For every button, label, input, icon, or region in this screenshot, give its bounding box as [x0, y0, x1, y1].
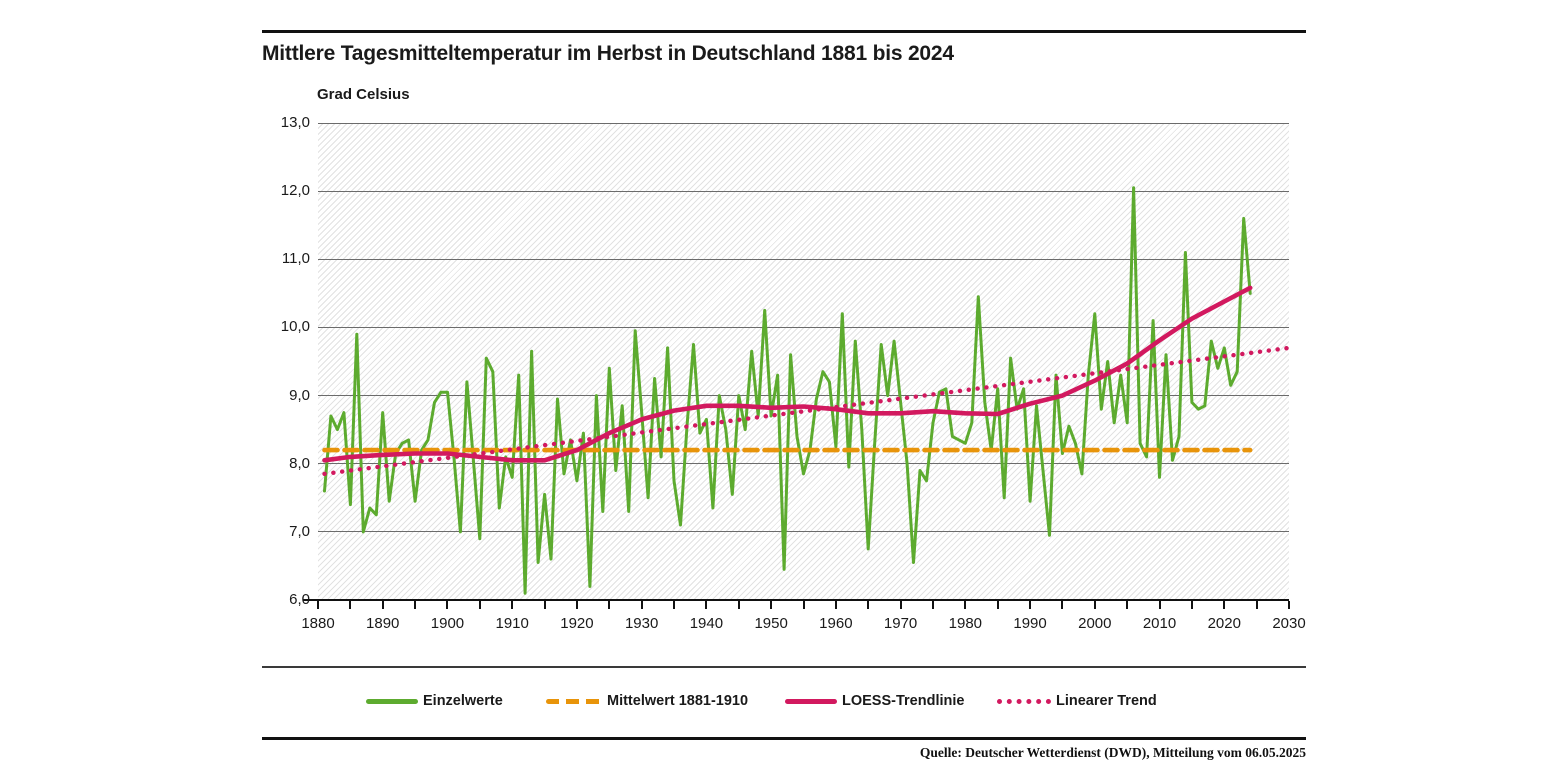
x-axis-tick — [543, 601, 546, 609]
x-axis-tick — [1190, 601, 1193, 609]
x-axis-tick — [1126, 601, 1129, 609]
legend-separator-rule — [262, 666, 1306, 668]
x-axis-label: 1880 — [301, 615, 335, 632]
chart-title: Mittlere Tagesmitteltemperatur im Herbst… — [262, 42, 954, 65]
x-axis-tick — [964, 601, 967, 609]
x-axis-tick — [931, 601, 934, 609]
x-axis-tick — [1158, 601, 1161, 609]
x-axis-label: 1990 — [1013, 615, 1047, 632]
x-axis-label: 1980 — [948, 615, 983, 632]
y-axis-label: 12,0 — [280, 182, 310, 200]
y-axis-label: 6,0 — [289, 591, 310, 608]
x-axis-tick — [867, 601, 870, 609]
x-axis-tick — [770, 601, 773, 609]
x-axis-tick — [705, 601, 708, 609]
x-axis-label: 2010 — [1142, 615, 1177, 632]
x-axis-label: 1940 — [689, 615, 724, 632]
y-axis-label: 11,0 — [281, 250, 310, 268]
x-axis-label: 1910 — [495, 615, 529, 632]
x-axis-tick — [349, 601, 352, 609]
legend-label: Linearer Trend — [1056, 693, 1157, 709]
x-axis-label: 2020 — [1207, 615, 1241, 632]
gridline-7 — [318, 531, 1289, 533]
linear-trend-line — [322, 345, 1292, 477]
gridline-9 — [318, 395, 1289, 397]
gridline-8 — [318, 463, 1289, 465]
legend-item-loess: LOESS-Trendlinie — [785, 693, 964, 709]
mittelwert-swatch — [546, 698, 602, 704]
x-axis-label: 1890 — [366, 615, 400, 632]
x-axis-tick — [640, 601, 643, 609]
source-note: Quelle: Deutscher Wetterdienst (DWD), Mi… — [919, 745, 1306, 760]
gridline-10 — [318, 326, 1289, 328]
y-axis-title: Grad Celsius — [317, 86, 410, 103]
legend-item-mittelwert: Mittelwert 1881-1910 — [546, 693, 748, 709]
y-axis-label: 9,0 — [289, 386, 310, 404]
y-axis-label: 8,0 — [289, 454, 310, 472]
x-axis-line — [303, 599, 1289, 601]
x-axis-tick — [834, 601, 837, 609]
y-axis-label: 7,0 — [289, 522, 310, 540]
x-axis-tick — [802, 601, 805, 609]
temperature-series-line — [323, 186, 1252, 595]
x-axis-label: 2030 — [1272, 615, 1306, 632]
x-axis-label: 1970 — [883, 615, 918, 632]
legend-label: LOESS-Trendlinie — [842, 693, 965, 709]
legend-label: Mittelwert 1881-1910 — [607, 693, 749, 709]
gridline-11 — [318, 258, 1289, 260]
legend-label: Einzelwerte — [423, 693, 503, 709]
x-axis-tick — [673, 601, 676, 609]
x-axis-tick — [511, 601, 514, 609]
x-axis-tick — [1288, 601, 1290, 609]
y-axis-label: 10,0 — [280, 318, 310, 336]
x-axis-tick — [1061, 601, 1064, 609]
linear-trend-swatch — [997, 698, 1051, 704]
chart-canvas — [322, 186, 1292, 595]
x-axis-tick — [737, 601, 740, 609]
x-axis-label: 1950 — [754, 615, 788, 632]
x-axis-label: 1960 — [819, 615, 853, 632]
x-axis-tick — [1029, 601, 1032, 609]
loess-trend-line — [322, 285, 1253, 463]
x-axis-tick — [575, 601, 578, 609]
x-axis-tick — [608, 601, 611, 609]
x-axis-tick — [478, 601, 481, 609]
x-axis-tick — [1255, 601, 1258, 609]
x-axis-label: 1930 — [624, 615, 659, 632]
x-axis-label: 1900 — [430, 615, 465, 632]
gridline-12 — [318, 190, 1289, 192]
y-axis-label: 13,0 — [280, 114, 310, 131]
legend-item-einzelwerte: Einzelwerte — [366, 693, 503, 709]
x-axis-tick — [381, 601, 384, 609]
x-axis-tick — [899, 601, 902, 609]
top-rule — [262, 30, 1306, 33]
x-axis-tick — [1223, 601, 1226, 609]
x-axis-tick — [996, 601, 999, 609]
x-axis-label: 2000 — [1078, 615, 1112, 632]
einzelwerte-swatch — [366, 698, 418, 704]
gridline-13 — [318, 122, 1289, 124]
x-axis-tick — [414, 601, 417, 609]
x-axis-tick — [1093, 601, 1096, 609]
x-axis-tick — [446, 601, 449, 609]
x-axis-label: 1920 — [560, 615, 594, 632]
loess-swatch — [785, 698, 837, 704]
legend-item-linear-trend: Linearer Trend — [997, 693, 1157, 709]
bottom-rule — [262, 737, 1306, 740]
x-axis-tick — [317, 601, 319, 609]
